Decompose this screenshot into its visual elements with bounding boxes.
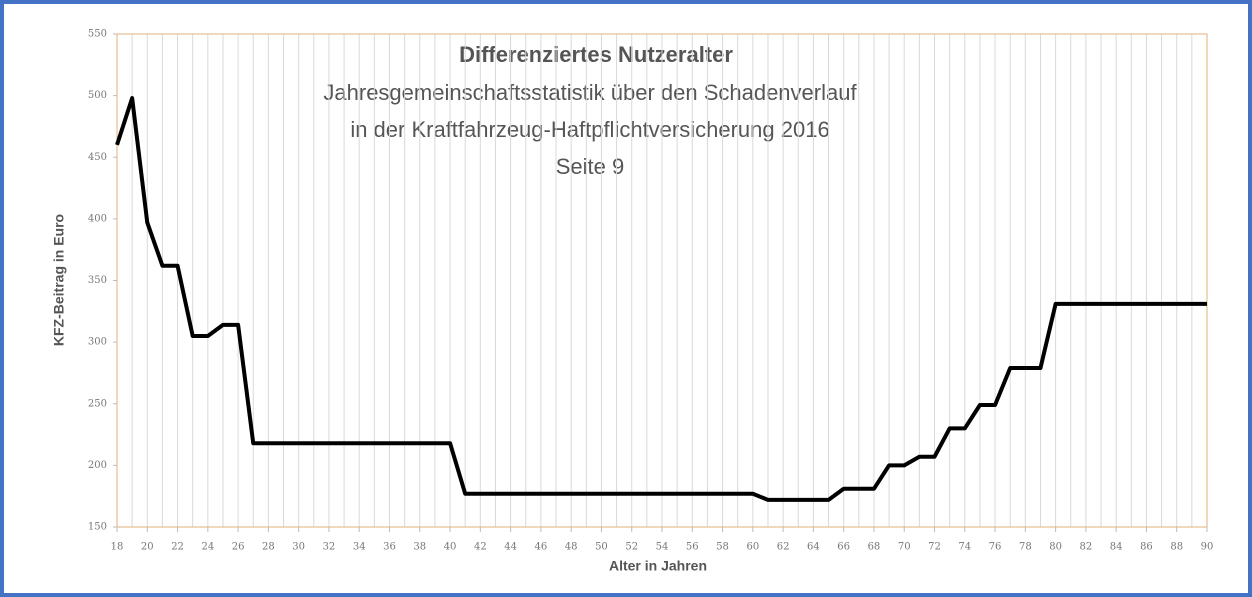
x-tick-label: 76: [989, 542, 1002, 553]
x-tick-label: 40: [444, 542, 457, 553]
x-tick-label: 48: [565, 542, 578, 553]
x-tick-label: 56: [686, 542, 699, 553]
y-tick-label: 200: [88, 460, 107, 471]
x-tick-label: 18: [111, 542, 124, 553]
x-tick-label: 90: [1201, 542, 1214, 553]
x-tick-label: 30: [292, 542, 305, 553]
x-tick-label: 74: [958, 542, 971, 553]
x-tick-label: 62: [777, 542, 790, 553]
x-tick-label: 88: [1170, 542, 1183, 553]
x-tick-label: 68: [868, 542, 881, 553]
chart-title: Differenziertes Nutzeralter: [459, 42, 733, 67]
y-tick-label: 350: [88, 275, 107, 286]
x-tick-label: 38: [413, 542, 426, 553]
x-tick-label: 24: [201, 542, 214, 553]
data-line: [115, 96, 1207, 502]
chart-subtitle: in der Kraftfahrzeug-Haftpflichtversiche…: [350, 117, 829, 142]
x-tick-label: 28: [262, 542, 275, 553]
x-tick-label: 42: [474, 542, 487, 553]
x-tick-label: 58: [716, 542, 729, 553]
x-tick-label: 36: [383, 542, 396, 553]
x-tick-label: 84: [1110, 542, 1123, 553]
x-tick-label: 78: [1019, 542, 1032, 553]
y-tick-label: 300: [88, 337, 107, 348]
x-tick-label: 66: [837, 542, 850, 553]
y-tick-label: 150: [88, 522, 107, 533]
x-tick-label: 34: [353, 542, 366, 553]
chart-subtitle: Jahresgemeinschaftsstatistik über den Sc…: [323, 80, 857, 105]
x-tick-label: 22: [171, 542, 184, 553]
x-tick-label: 50: [595, 542, 608, 553]
x-tick-label: 20: [141, 542, 154, 553]
x-tick-label: 44: [504, 542, 517, 553]
x-axis-label: Alter in Jahren: [609, 558, 707, 574]
y-tick-label: 400: [88, 213, 107, 224]
chart-subtitle: Seite 9: [556, 154, 625, 179]
x-tick-label: 70: [898, 542, 911, 553]
y-tick-label: 550: [88, 29, 107, 40]
x-tick-label: 26: [232, 542, 245, 553]
x-tick-label: 80: [1049, 542, 1062, 553]
x-tick-label: 86: [1140, 542, 1153, 553]
x-tick-label: 64: [807, 542, 820, 553]
x-tick-label: 46: [535, 542, 548, 553]
y-tick-label: 250: [88, 398, 107, 409]
y-tick-label: 500: [88, 90, 107, 101]
x-tick-label: 32: [323, 542, 336, 553]
y-tick-label: 450: [88, 152, 107, 163]
x-tick-label: 52: [625, 542, 638, 553]
y-axis-label: KFZ-Beitrag in Euro: [51, 214, 67, 346]
x-tick-label: 72: [928, 542, 941, 553]
x-tick-label: 60: [746, 542, 759, 553]
x-tick-label: 82: [1080, 542, 1093, 553]
x-tick-label: 54: [656, 542, 669, 553]
